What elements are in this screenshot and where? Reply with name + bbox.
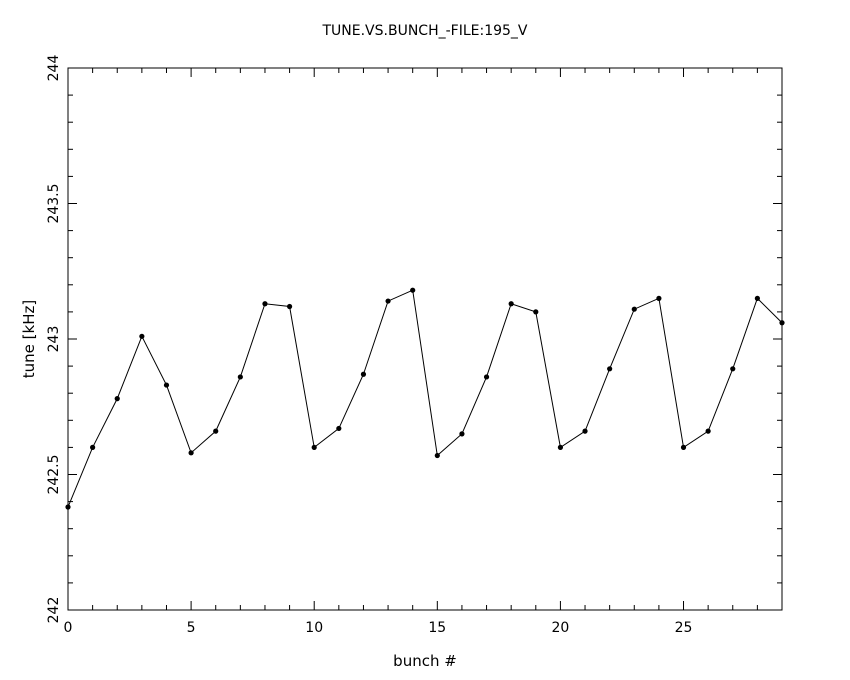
axis-ticks [67, 67, 783, 611]
data-point [188, 450, 194, 456]
data-point [705, 428, 711, 434]
x-tick-label: 20 [551, 620, 569, 636]
data-point [680, 444, 687, 450]
y-tick-label: 243 [46, 326, 62, 353]
data-point [360, 371, 367, 377]
x-tick-label: 15 [428, 620, 446, 636]
x-tick-labels: 0 5 10 15 20 25 [64, 620, 693, 636]
x-axis-label: bunch # [393, 652, 457, 670]
data-point [434, 452, 440, 459]
x-tick-label: 0 [64, 620, 73, 636]
data-point [336, 425, 342, 432]
plot-frame [67, 67, 783, 611]
data-point [163, 382, 170, 388]
data-point [557, 444, 564, 450]
series-line [67, 289, 783, 508]
chart-title: TUNE.VS.BUNCH_-FILE:195_V [321, 23, 527, 39]
data-point [90, 444, 96, 450]
data-point [65, 504, 71, 510]
data-point [286, 303, 293, 310]
y-tick-label: 242 [46, 597, 62, 624]
data-point [483, 374, 490, 380]
data-point [114, 396, 120, 402]
data-point [410, 287, 416, 293]
data-point [262, 301, 268, 307]
data-point [533, 309, 539, 315]
data-point [754, 295, 760, 301]
data-point [459, 431, 465, 437]
data-point [730, 366, 736, 372]
y-tick-label: 242.5 [46, 454, 62, 494]
data-point [237, 374, 243, 380]
data-point [213, 428, 219, 434]
y-tick-label: 243.5 [46, 183, 62, 223]
data-point [631, 306, 637, 312]
y-tick-label: 244 [46, 55, 62, 82]
y-tick-labels: 242 242.5 243 243.5 244 [46, 55, 62, 624]
data-point [139, 333, 145, 339]
data-point [582, 428, 588, 434]
x-tick-label: 25 [675, 620, 693, 636]
data-point [311, 444, 317, 450]
y-axis-label: tune [kHz] [20, 300, 38, 378]
data-point [508, 301, 514, 307]
data-point [779, 320, 785, 326]
data-point [385, 298, 391, 304]
data-series [65, 287, 785, 510]
data-point [607, 366, 613, 372]
data-point [656, 295, 662, 301]
x-tick-label: 5 [187, 620, 196, 636]
x-tick-label: 10 [305, 620, 323, 636]
